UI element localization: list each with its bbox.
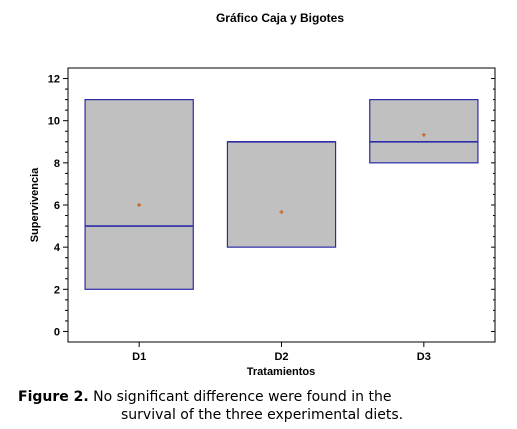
x-axis-label: Tratamientos — [247, 366, 315, 378]
y-tick-label: 4 — [54, 242, 61, 254]
caption-label: Figure 2. — [18, 389, 89, 405]
box-series — [84, 99, 479, 290]
x-tick-label: D1 — [132, 351, 146, 363]
figure-caption: Figure 2. No significant difference were… — [18, 388, 508, 424]
y-tick-label: 8 — [54, 158, 60, 170]
mean-marker-D2 — [279, 209, 284, 214]
y-tick-label: 6 — [54, 200, 60, 212]
x-tick-label: D3 — [417, 351, 431, 363]
y-axis: 0 2 4 6 8 10 12 — [48, 74, 495, 338]
box-D2 — [226, 141, 337, 248]
y-tick-label: 10 — [48, 116, 60, 128]
y-tick-label: 2 — [54, 284, 60, 296]
mean-marker-D1 — [137, 203, 142, 207]
caption-line-2: survival of the three experimental diets… — [121, 407, 404, 423]
box-D1 — [84, 99, 194, 290]
caption-line-1: No significant difference were found in … — [88, 389, 392, 405]
y-tick-label: 0 — [54, 326, 60, 338]
chart-title: Gráfico Caja y Bigotes — [216, 11, 344, 25]
y-tick-label: 12 — [48, 74, 60, 86]
box-D3 — [369, 99, 479, 164]
y-axis-label: Supervivencia — [29, 167, 41, 242]
x-axis: D1 D2 D3 — [132, 342, 431, 363]
mean-marker-D3 — [421, 132, 426, 137]
x-tick-label: D2 — [274, 351, 288, 363]
